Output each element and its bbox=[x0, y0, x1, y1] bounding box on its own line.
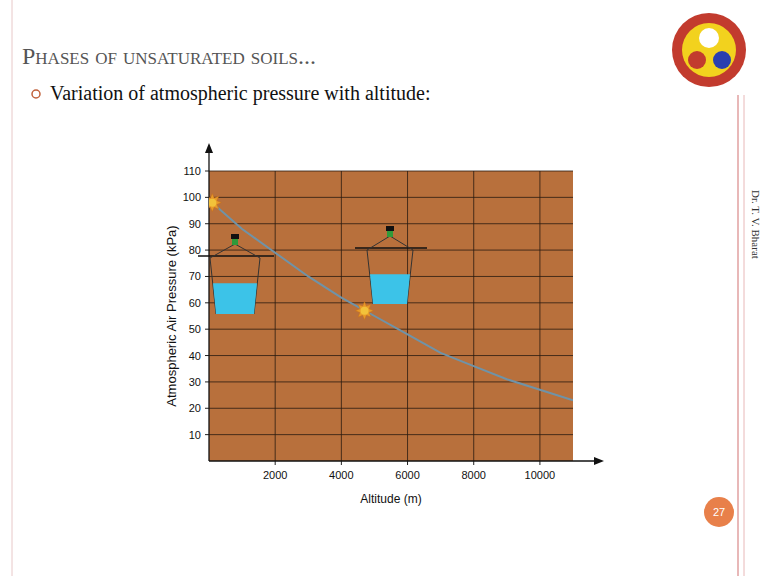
tick-label: 10 bbox=[189, 429, 201, 441]
grid-line bbox=[209, 329, 573, 330]
grid-line bbox=[341, 171, 342, 461]
grid-line bbox=[275, 171, 276, 461]
bullet-text: Variation of atmospheric pressure with a… bbox=[50, 82, 430, 105]
tick-label: 10000 bbox=[525, 469, 556, 481]
plot-area bbox=[209, 171, 573, 461]
sun-marker bbox=[356, 302, 374, 320]
sun-marker bbox=[209, 194, 221, 212]
grid-line bbox=[209, 171, 573, 172]
tick-label: 30 bbox=[189, 376, 201, 388]
x-axis bbox=[209, 460, 598, 461]
y-axis bbox=[208, 150, 209, 461]
tick-label: 2000 bbox=[263, 469, 287, 481]
page-number: 27 bbox=[713, 506, 725, 518]
title: Phases of unsaturated soils... bbox=[22, 43, 316, 69]
y-axis-arrow bbox=[205, 143, 213, 153]
tick-label: 50 bbox=[189, 323, 201, 335]
slide: Phases of unsaturated soils... Variation … bbox=[0, 0, 770, 576]
tick-label: 40 bbox=[189, 350, 201, 362]
tick-label: 20 bbox=[189, 402, 201, 414]
bullet-dot bbox=[32, 90, 40, 98]
grid-line bbox=[473, 171, 474, 461]
tick-label: 4000 bbox=[329, 469, 353, 481]
border bbox=[737, 95, 739, 576]
curve bbox=[209, 200, 573, 400]
axis-title: Atmospheric Air Pressure (kPa) bbox=[164, 225, 179, 406]
tick-label: 6000 bbox=[395, 469, 419, 481]
grid-line bbox=[209, 355, 573, 356]
grid-line bbox=[407, 171, 408, 461]
tick-label: 80 bbox=[189, 244, 201, 256]
pan-icon bbox=[355, 226, 427, 304]
grid-line bbox=[209, 408, 573, 409]
tick-label: 8000 bbox=[461, 469, 485, 481]
tick-label: 100 bbox=[183, 191, 201, 203]
grid-line bbox=[209, 223, 573, 224]
border bbox=[12, 0, 13, 576]
tick-label: 90 bbox=[189, 218, 201, 230]
author: Dr. T. V. Bharat bbox=[750, 190, 762, 259]
background bbox=[0, 0, 770, 576]
axis-title: Altitude (m) bbox=[360, 492, 421, 506]
tick-label: 110 bbox=[183, 165, 201, 177]
grid-line bbox=[539, 171, 540, 461]
logo bbox=[672, 13, 746, 87]
pan-icon bbox=[198, 234, 274, 314]
data-layer bbox=[209, 194, 573, 401]
page-badge bbox=[704, 497, 734, 527]
border bbox=[744, 95, 745, 576]
tick-label: 70 bbox=[189, 270, 201, 282]
grid-line bbox=[209, 434, 573, 435]
grid-line bbox=[209, 197, 573, 198]
tick-label: 60 bbox=[189, 297, 201, 309]
x-axis-arrow bbox=[594, 457, 604, 465]
grid-line bbox=[209, 250, 573, 251]
